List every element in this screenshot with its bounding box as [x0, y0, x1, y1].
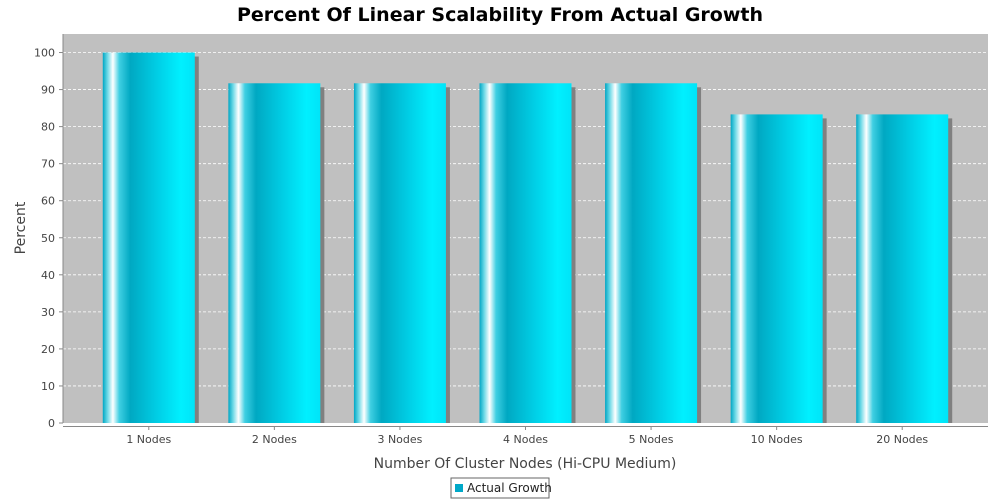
legend-label: Actual Growth [467, 481, 552, 495]
bar [479, 83, 572, 424]
x-tick-label: 1 Nodes [126, 433, 171, 446]
x-tick-label: 3 Nodes [377, 433, 422, 446]
chart-title: Percent Of Linear Scalability From Actua… [237, 4, 763, 26]
y-tick-label: 20 [41, 343, 55, 356]
y-tick-label: 70 [41, 158, 55, 171]
bar [102, 52, 195, 424]
bar [228, 83, 321, 424]
legend-swatch [455, 484, 463, 492]
bar [605, 83, 698, 424]
bar [730, 114, 823, 423]
x-tick-label: 20 Nodes [876, 433, 928, 446]
y-tick-label: 100 [34, 47, 55, 60]
x-axis-title: Number Of Cluster Nodes (Hi-CPU Medium) [374, 456, 677, 472]
x-tick-label: 4 Nodes [503, 433, 548, 446]
y-tick-label: 40 [41, 269, 55, 282]
y-tick-label: 80 [41, 121, 55, 134]
x-tick-label: 5 Nodes [629, 433, 674, 446]
y-axis-ticks: 0 10 20 30 40 50 60 70 80 90 100 [34, 47, 63, 430]
y-tick-label: 0 [48, 417, 55, 430]
y-tick-label: 60 [41, 195, 55, 208]
x-tick-label: 2 Nodes [252, 433, 297, 446]
legend-box [450, 477, 550, 499]
x-tick-label: 10 Nodes [751, 433, 803, 446]
bar [856, 114, 949, 423]
bars [102, 52, 953, 424]
y-axis-title: Percent [13, 201, 29, 254]
y-tick-label: 50 [41, 232, 55, 245]
y-tick-label: 10 [41, 380, 55, 393]
bar [353, 83, 446, 424]
x-axis-ticks: 1 Nodes 2 Nodes 3 Nodes 4 Nodes 5 Nodes 10 No… [126, 426, 928, 446]
legend: Actual Growth [450, 477, 552, 499]
y-tick-label: 90 [41, 84, 55, 97]
y-tick-label: 30 [41, 306, 55, 319]
